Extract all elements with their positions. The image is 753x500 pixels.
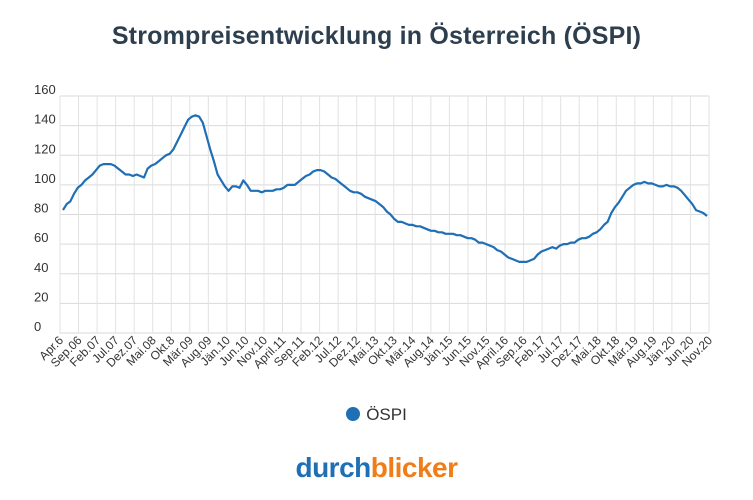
logo-part-2: blicker — [370, 452, 458, 483]
x-axis-ticks: Apr.6Sep.06Feb.07Jul.07Dez.07Mai.08Okt.8… — [36, 333, 715, 372]
series-layer — [62, 114, 708, 263]
legend-marker — [346, 407, 361, 421]
y-axis-ticks: 0 20 40 60 80 100 120 140 160 — [34, 82, 56, 334]
legend: ÖSPI — [0, 405, 753, 425]
y-tick-label: 20 — [34, 289, 48, 304]
y-tick-label: 40 — [34, 260, 48, 275]
y-tick-label: 80 — [34, 201, 48, 216]
y-tick-label: 100 — [34, 171, 56, 186]
y-tick-label: 0 — [34, 319, 41, 334]
y-tick-label: 60 — [34, 230, 48, 245]
series-line-oespi — [62, 114, 708, 263]
y-tick-label: 120 — [34, 141, 56, 156]
y-tick-label: 160 — [34, 82, 56, 97]
logo-part-1: durch — [295, 452, 371, 483]
brand-logo: durchblicker — [0, 452, 753, 484]
chart-title: Strompreisentwicklung in Österreich (ÖSP… — [111, 22, 642, 50]
legend-label: ÖSPI — [366, 405, 407, 424]
y-tick-label: 140 — [34, 112, 56, 127]
grid-lines — [59, 95, 710, 334]
